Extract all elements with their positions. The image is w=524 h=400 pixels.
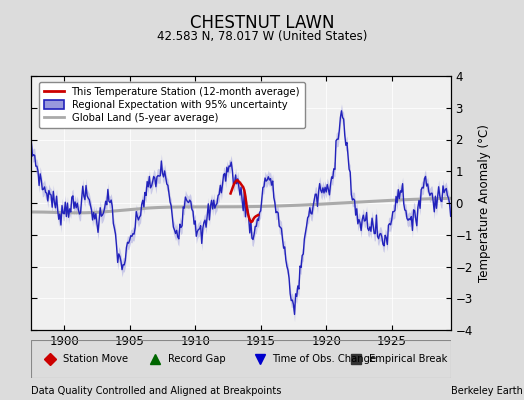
Text: Station Move: Station Move xyxy=(63,354,128,364)
Text: CHESTNUT LAWN: CHESTNUT LAWN xyxy=(190,14,334,32)
Legend: This Temperature Station (12-month average), Regional Expectation with 95% uncer: This Temperature Station (12-month avera… xyxy=(39,82,305,128)
Text: Empirical Break: Empirical Break xyxy=(369,354,447,364)
Text: 42.583 N, 78.017 W (United States): 42.583 N, 78.017 W (United States) xyxy=(157,30,367,43)
Text: Time of Obs. Change: Time of Obs. Change xyxy=(272,354,377,364)
Y-axis label: Temperature Anomaly (°C): Temperature Anomaly (°C) xyxy=(478,124,492,282)
Text: Data Quality Controlled and Aligned at Breakpoints: Data Quality Controlled and Aligned at B… xyxy=(31,386,282,396)
Text: Berkeley Earth: Berkeley Earth xyxy=(451,386,522,396)
Text: Record Gap: Record Gap xyxy=(168,354,225,364)
